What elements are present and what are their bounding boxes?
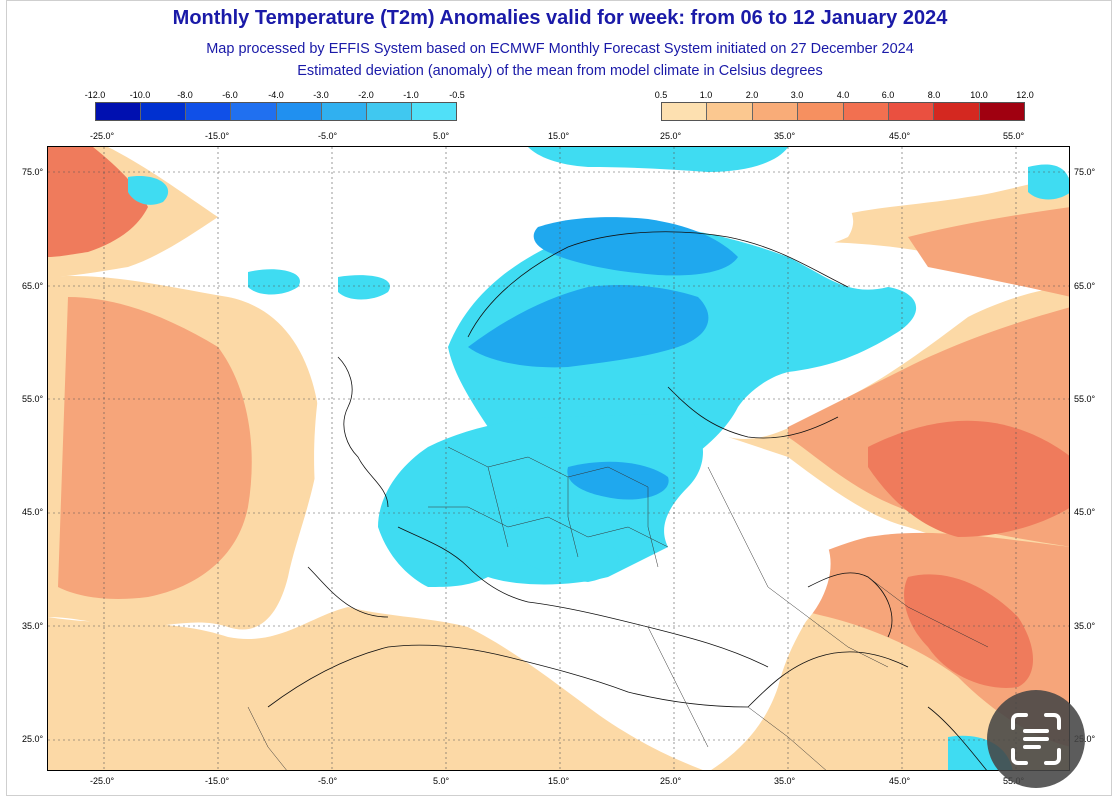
- legend-color-bar: [95, 102, 457, 121]
- lat-label-left: 25.0°: [22, 734, 44, 744]
- lon-label-top: -25.0°: [90, 131, 115, 141]
- legend-color-cell: [662, 103, 708, 120]
- lat-label-left: 55.0°: [22, 394, 44, 404]
- map-title: Monthly Temperature (T2m) Anomalies vali…: [172, 7, 948, 29]
- legend-color-cell: [411, 103, 456, 120]
- legend-tick: 2.0: [745, 90, 759, 100]
- legend-color-cell: [752, 103, 799, 120]
- legend-color-cell: [934, 103, 980, 120]
- lon-label-top: 55.0°: [1003, 131, 1025, 141]
- warm-anomaly-strong-areas: [48, 147, 1069, 688]
- legend-color-cell: [979, 103, 1024, 120]
- cold-anomaly-areas: [128, 147, 1069, 770]
- legend-tick: 10.0: [970, 90, 988, 100]
- legend-tick: 8.0: [927, 90, 941, 100]
- text-scan-icon: [1011, 713, 1061, 765]
- legend-cold: -12.0 -10.0 -8.0 -6.0 -4.0 -3.0 -2.0 -1.…: [85, 90, 465, 122]
- lon-label-top: -15.0°: [205, 131, 230, 141]
- lat-label-left: 45.0°: [22, 507, 44, 517]
- map-subtitle-source: Map processed by EFFIS System based on E…: [206, 41, 914, 57]
- legend-tick: 6.0: [881, 90, 895, 100]
- cold-anomaly-strong-areas: [468, 217, 738, 500]
- country-borders: [247, 446, 989, 770]
- legend-tick: -8.0: [177, 90, 193, 100]
- legend-color-cell: [888, 103, 935, 120]
- legend-tick: 4.0: [836, 90, 850, 100]
- legend-tick: -1.0: [403, 90, 419, 100]
- legend-tick: -6.0: [222, 90, 238, 100]
- lat-label-right: 45.0°: [1074, 507, 1096, 517]
- legend-tick: -0.5: [449, 90, 465, 100]
- lon-label-bottom: 35.0°: [774, 776, 796, 786]
- legend-tick: -4.0: [268, 90, 284, 100]
- figure-frame: [6, 0, 1112, 796]
- legend-color-cell: [366, 103, 412, 120]
- legend-tick: 12.0: [1016, 90, 1034, 100]
- lon-label-top: 5.0°: [433, 131, 450, 141]
- legend-color-cell: [276, 103, 322, 120]
- legend-tick: -2.0: [358, 90, 374, 100]
- legend-warm: 0.5 1.0 2.0 3.0 4.0 6.0 8.0 10.0 12.0: [655, 90, 1034, 122]
- lon-label-bottom: 15.0°: [548, 776, 570, 786]
- lon-label-bottom: 45.0°: [889, 776, 911, 786]
- lon-label-bottom: -5.0°: [318, 776, 338, 786]
- legend-tick: -12.0: [84, 90, 106, 100]
- lon-label-top: 15.0°: [548, 131, 570, 141]
- lon-label-bottom: 25.0°: [660, 776, 682, 786]
- legend-tick: 3.0: [790, 90, 804, 100]
- legend-color-cell: [186, 103, 232, 120]
- map-canvas: [48, 147, 1069, 770]
- graticule: [48, 147, 1069, 770]
- legend-tick: -3.0: [313, 90, 329, 100]
- legend-tick: 1.0: [699, 90, 713, 100]
- legend-color-cell: [231, 103, 277, 120]
- legend-tick: -10.0: [129, 90, 151, 100]
- lat-label-right: 55.0°: [1074, 394, 1096, 404]
- lon-label-bottom: 5.0°: [433, 776, 450, 786]
- text-scan-button[interactable]: [987, 690, 1085, 788]
- lon-label-top: 45.0°: [889, 131, 911, 141]
- lon-label-top: -5.0°: [318, 131, 338, 141]
- lon-label-bottom: -15.0°: [205, 776, 230, 786]
- lon-label-top: 35.0°: [774, 131, 796, 141]
- lon-label-top: 25.0°: [660, 131, 682, 141]
- lat-label-left: 35.0°: [22, 621, 44, 631]
- legend-color-cell: [707, 103, 753, 120]
- map-subtitle-units: Estimated deviation (anomaly) of the mea…: [297, 63, 823, 79]
- lat-label-right: 75.0°: [1074, 167, 1096, 177]
- lat-label-right: 65.0°: [1074, 281, 1096, 291]
- legend-color-cell: [141, 103, 187, 120]
- lat-label-right: 35.0°: [1074, 621, 1096, 631]
- legend-color-cell: [96, 103, 142, 120]
- legend-color-bar: [661, 102, 1025, 121]
- lat-label-left: 65.0°: [22, 281, 44, 291]
- lat-label-left: 75.0°: [22, 167, 44, 177]
- legend-tick: 0.5: [654, 90, 668, 100]
- legend-color-cell: [843, 103, 889, 120]
- lon-label-bottom: -25.0°: [90, 776, 115, 786]
- anomaly-map[interactable]: [47, 146, 1070, 771]
- legend-color-cell: [321, 103, 367, 120]
- legend-color-cell: [798, 103, 844, 120]
